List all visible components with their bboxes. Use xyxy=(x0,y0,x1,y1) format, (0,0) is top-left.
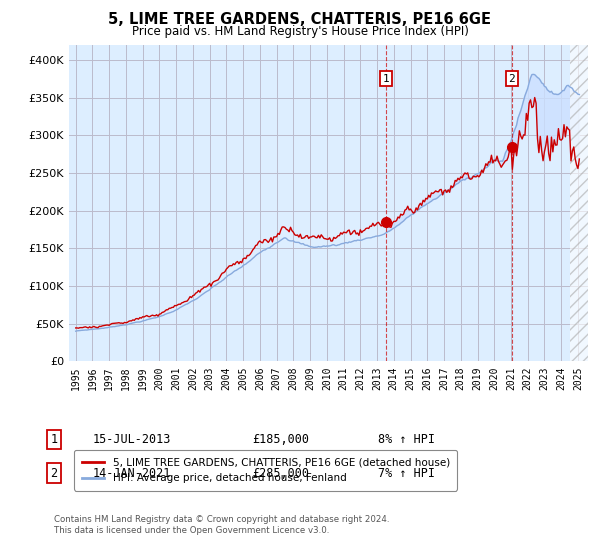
Bar xyxy=(569,45,588,361)
Text: 8% ↑ HPI: 8% ↑ HPI xyxy=(378,433,435,446)
Text: 1: 1 xyxy=(50,433,58,446)
Text: 1: 1 xyxy=(383,74,389,83)
Text: £285,000: £285,000 xyxy=(252,466,309,480)
Text: 14-JAN-2021: 14-JAN-2021 xyxy=(93,466,172,480)
Bar xyxy=(386,45,588,361)
Text: Price paid vs. HM Land Registry's House Price Index (HPI): Price paid vs. HM Land Registry's House … xyxy=(131,25,469,38)
Text: 2: 2 xyxy=(508,74,515,83)
Text: 7% ↑ HPI: 7% ↑ HPI xyxy=(378,466,435,480)
Text: £185,000: £185,000 xyxy=(252,433,309,446)
Text: 2: 2 xyxy=(50,466,58,480)
Legend: 5, LIME TREE GARDENS, CHATTERIS, PE16 6GE (detached house), HPI: Average price, : 5, LIME TREE GARDENS, CHATTERIS, PE16 6G… xyxy=(74,450,457,491)
Text: Contains HM Land Registry data © Crown copyright and database right 2024.
This d: Contains HM Land Registry data © Crown c… xyxy=(54,515,389,535)
Text: 15-JUL-2013: 15-JUL-2013 xyxy=(93,433,172,446)
Text: 5, LIME TREE GARDENS, CHATTERIS, PE16 6GE: 5, LIME TREE GARDENS, CHATTERIS, PE16 6G… xyxy=(109,12,491,27)
